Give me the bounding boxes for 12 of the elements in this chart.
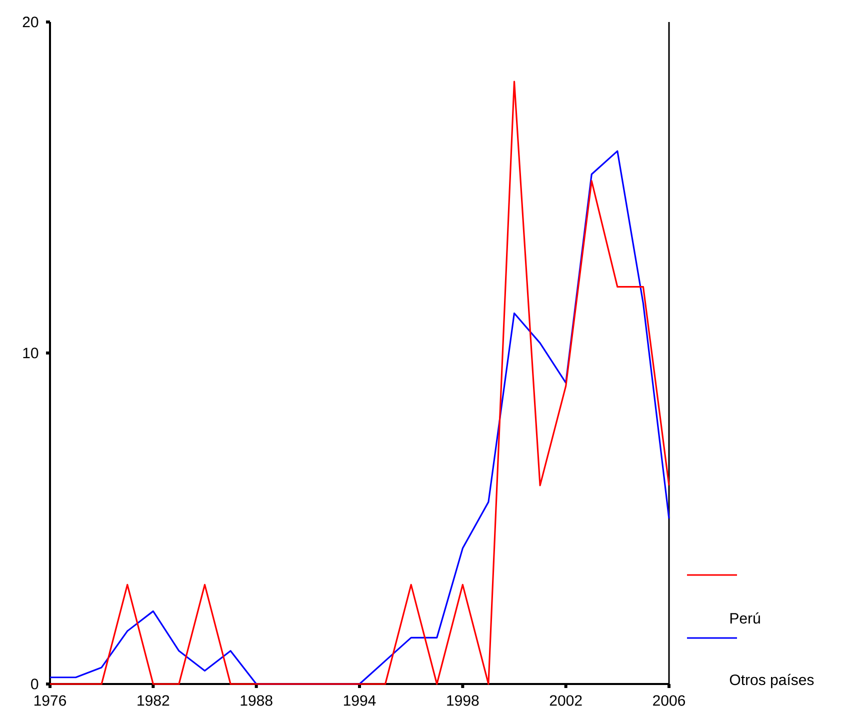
- y-tick-label: 20: [22, 16, 38, 28]
- x-tick-label: 2006: [653, 695, 686, 706]
- x-tick-label: 1988: [240, 695, 272, 706]
- x-tick-label: 1976: [34, 695, 66, 706]
- y-tick-label: 0: [31, 678, 38, 690]
- x-tick-label: 1994: [344, 695, 376, 706]
- x-tick-label: 1982: [138, 695, 170, 706]
- text: Otros países: [730, 674, 814, 688]
- y-tick-label: 10: [23, 348, 38, 358]
- text: Perú: [730, 612, 760, 624]
- x-tick-label: 2002: [550, 695, 582, 706]
- x-tick-label: 1998: [447, 695, 479, 706]
